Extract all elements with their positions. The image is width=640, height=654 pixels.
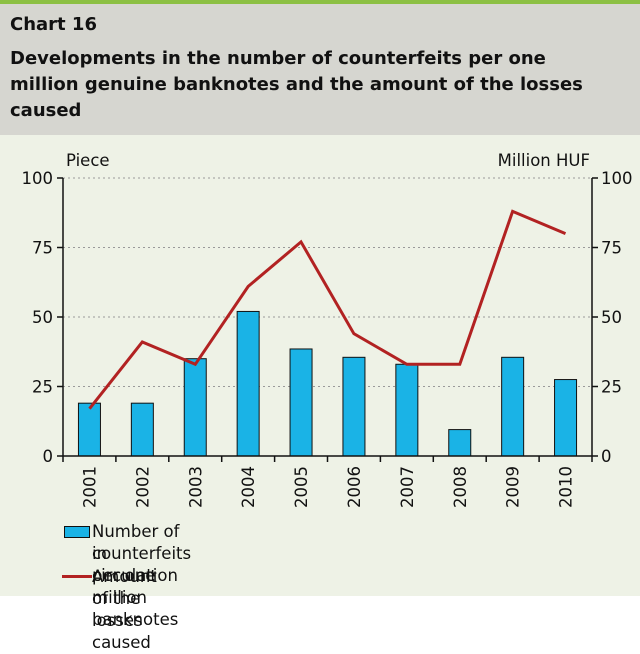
bar: [130, 402, 154, 457]
y-left-tick-label: 25: [32, 378, 53, 397]
legend-line-label: Amount of the losses caused: [92, 567, 157, 652]
y-right-tick-label: 0: [601, 447, 612, 466]
y-right-tick-label: 50: [601, 308, 622, 327]
tick-labels: 0 25 50 75 100 0 25 50 75 100 2001 2002 2003 2004 2005…: [22, 169, 633, 508]
x-tick-label: 2002: [133, 466, 152, 508]
bar: [554, 379, 578, 457]
chart-number: Chart 16: [10, 14, 97, 35]
bar: [342, 356, 366, 457]
x-tick-label: 2010: [557, 466, 576, 508]
chart-title: Developments in the number of counterfei…: [10, 48, 583, 121]
y-right-tick-label: 25: [601, 378, 622, 397]
y-right-tick-label: 100: [601, 169, 633, 188]
gridlines: [63, 177, 592, 387]
bar: [289, 348, 313, 457]
x-tick-label: 2004: [239, 466, 258, 508]
bar: [501, 356, 525, 457]
x-tick-label: 2001: [80, 466, 99, 508]
bar: [448, 429, 472, 457]
line-series: [88, 209, 567, 410]
chart-header: Chart 16 Developments in the number of c…: [0, 4, 640, 135]
x-tick-label: 2007: [398, 466, 417, 508]
y-left-label: Piece: [66, 151, 110, 170]
legend-bar-label-line2: in circulation: [92, 544, 178, 585]
x-tick-label: 2009: [504, 466, 523, 508]
x-tick-label: 2005: [292, 466, 311, 508]
bar: [183, 358, 207, 457]
chart-svg: 0 25 50 75 100 0 25 50 75 100 2001 2002 2003 2004 2005…: [22, 151, 633, 508]
bar: [395, 363, 419, 457]
axes: [57, 177, 598, 462]
accent-line: [0, 0, 640, 4]
y-right-tick-label: 75: [601, 239, 622, 258]
y-left-tick-label: 75: [32, 239, 53, 258]
loss-line: [88, 209, 567, 410]
y-left-tick-label: 50: [32, 308, 53, 327]
y-right-label: Million HUF: [498, 151, 590, 170]
bar: [77, 402, 101, 457]
bar: [236, 310, 260, 457]
y-left-tick-label: 0: [43, 447, 54, 466]
legend-bar-swatch: [64, 526, 90, 538]
legend-line-swatch: [62, 575, 92, 578]
x-tick-label: 2006: [345, 466, 364, 508]
x-tick-label: 2003: [186, 466, 205, 508]
y-left-tick-label: 100: [22, 169, 54, 188]
bar-series: [77, 310, 578, 457]
x-tick-label: 2008: [451, 466, 470, 508]
